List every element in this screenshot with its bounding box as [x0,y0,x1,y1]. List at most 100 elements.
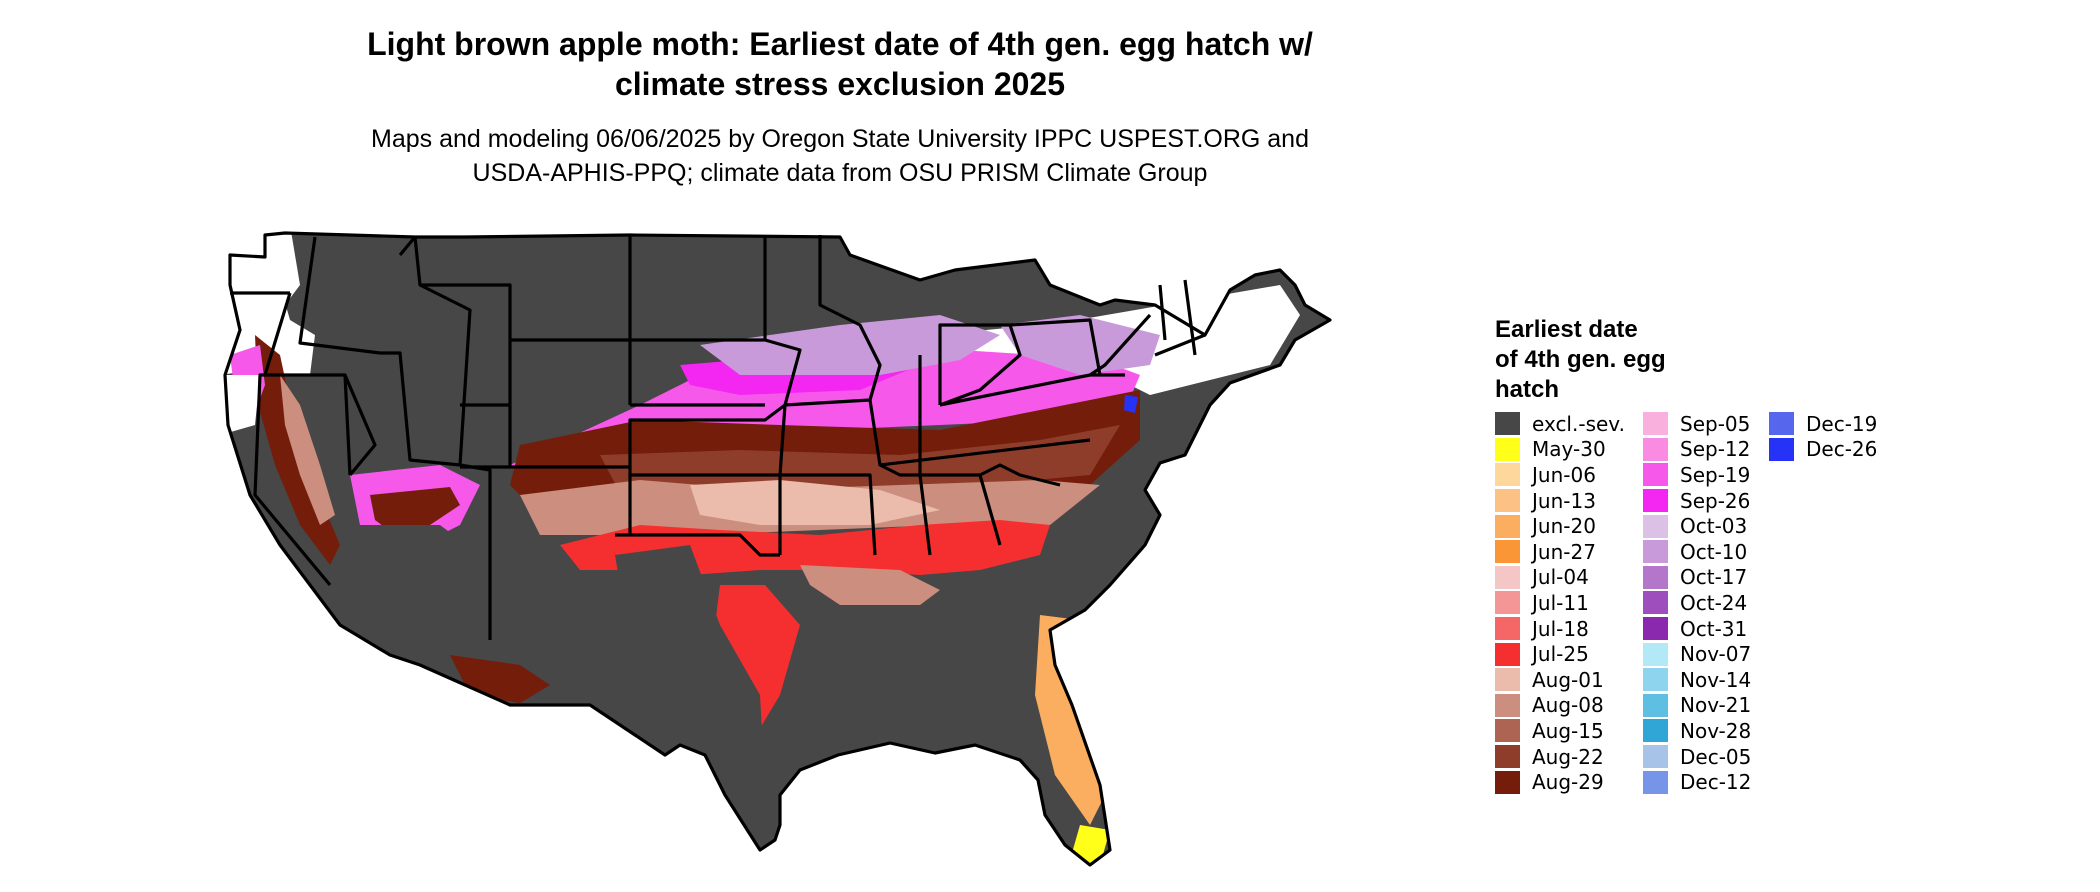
state-lines-central [510,235,882,557]
us-hatch-date-map [223,231,1332,867]
legend-label: Jun-20 [1532,514,1596,539]
legend-swatch [1495,693,1520,717]
legend-label: Sep-26 [1680,488,1751,513]
zone-aug01-gulf [690,480,940,525]
legend-item: Aug-08 [1495,693,1625,719]
legend-label: Sep-12 [1680,437,1751,462]
legend-swatch [1643,693,1668,717]
legend-label: Sep-19 [1680,462,1751,487]
legend-swatch [1495,745,1520,769]
legend-item: Sep-05 [1643,411,1751,437]
legend-label: Nov-21 [1680,693,1752,718]
legend-item: Oct-03 [1643,513,1751,539]
legend-column-1: excl.-sev. May-30 Jun-06 Jun-13 Jun-20 Jun-27… [1495,411,1625,795]
legend-label: Aug-08 [1532,693,1604,718]
hatch-date-zones [225,233,1330,865]
legend-swatch [1643,412,1668,436]
legend-label: Jul-11 [1532,590,1589,615]
legend-label: Jul-25 [1532,642,1589,667]
legend-swatch [1495,770,1520,794]
legend-item: Jul-04 [1495,565,1625,591]
legend-title-line1: Earliest date [1495,316,1638,343]
state-lines-west [230,235,630,640]
legend-label: May-30 [1532,437,1606,462]
legend-swatch [1769,437,1794,461]
legend-label: Dec-26 [1806,437,1878,462]
legend-item: Sep-26 [1643,488,1751,514]
legend-swatch [1495,540,1520,564]
legend-item: Nov-07 [1643,641,1751,667]
legend-label: excl.-sev. [1532,411,1625,436]
legend-label: Nov-28 [1680,718,1752,743]
legend-item: Dec-26 [1769,437,1877,463]
map-subtitle-line2: USDA-APHIS-PPQ; climate data from OSU PR… [472,159,1208,187]
state-boundaries [223,231,1332,867]
legend-column-2: Sep-05 Sep-12 Sep-19 Sep-26 Oct-03 Oct-10 Oct-… [1643,411,1751,795]
legend-swatch [1643,617,1668,641]
legend-swatch [1495,463,1520,487]
legend-item: Oct-10 [1643,539,1751,565]
legend-item: Jun-20 [1495,513,1625,539]
legend-label: Jun-27 [1532,539,1596,564]
legend-item: Nov-21 [1643,693,1751,719]
legend-item: Dec-19 [1769,411,1877,437]
legend-label: Dec-12 [1680,770,1752,795]
legend-swatch [1495,719,1520,743]
legend-item: Sep-12 [1643,437,1751,463]
legend-swatch [1643,745,1668,769]
zone-oct-east [1000,315,1160,375]
legend-item: Jun-27 [1495,539,1625,565]
zone-sep-belt [510,350,1140,475]
legend-item: Dec-05 [1643,744,1751,770]
legend-swatch [1495,565,1520,589]
zone-dec-delaware [1124,395,1138,413]
legend-swatch [1495,642,1520,666]
legend-title-line2: of 4th gen. egg [1495,346,1666,373]
legend-label: Aug-01 [1532,667,1604,692]
legend-item: Jul-18 [1495,616,1625,642]
legend-swatch [1495,489,1520,513]
legend-swatch [1643,565,1668,589]
legend-label: Oct-17 [1680,565,1748,590]
legend-swatch [1643,719,1668,743]
legend-label: Aug-22 [1532,744,1604,769]
legend-title: Earliest date of 4th gen. egg hatch [1495,315,1715,405]
legend-label: Nov-14 [1680,667,1752,692]
zone-oct-ohio-valley [700,315,1000,375]
zone-aug08-florida [800,565,940,605]
legend-swatch [1643,514,1668,538]
legend-swatch [1643,642,1668,666]
legend-swatch [1495,514,1520,538]
legend-item: Jul-11 [1495,590,1625,616]
zone-west-none [225,375,260,435]
legend-label: Jul-04 [1532,565,1589,590]
legend-swatch [1643,668,1668,692]
legend-item: Dec-12 [1643,769,1751,795]
state-lines-east [780,279,1206,556]
legend-item: excl.-sev. [1495,411,1625,437]
legend-swatch [1643,540,1668,564]
legend: Earliest date of 4th gen. egg hatch excl… [1495,315,1877,794]
legend-label: Oct-31 [1680,616,1748,641]
legend-item: Oct-17 [1643,565,1751,591]
legend-item: Nov-28 [1643,718,1751,744]
legend-label: Jun-13 [1532,488,1596,513]
legend-swatch [1495,437,1520,461]
legend-label: Dec-05 [1680,744,1752,769]
legend-item: Aug-15 [1495,718,1625,744]
map-title-line2: climate stress exclusion 2025 [614,66,1066,102]
legend-label: Jun-06 [1532,462,1596,487]
legend-swatch [1643,770,1668,794]
legend-title-line3: hatch [1495,376,1560,403]
zone-arizona-excluded [340,525,490,655]
legend-item: Nov-14 [1643,667,1751,693]
legend-item: May-30 [1495,437,1625,463]
zone-arizona-aug29 [370,487,460,535]
legend-item: Oct-31 [1643,616,1751,642]
legend-swatch [1495,668,1520,692]
legend-label: Dec-19 [1806,411,1878,436]
legend-item: Aug-01 [1495,667,1625,693]
legend-label: Aug-29 [1532,770,1604,795]
zone-california-aug08 [280,375,335,525]
legend-swatch [1769,412,1794,436]
